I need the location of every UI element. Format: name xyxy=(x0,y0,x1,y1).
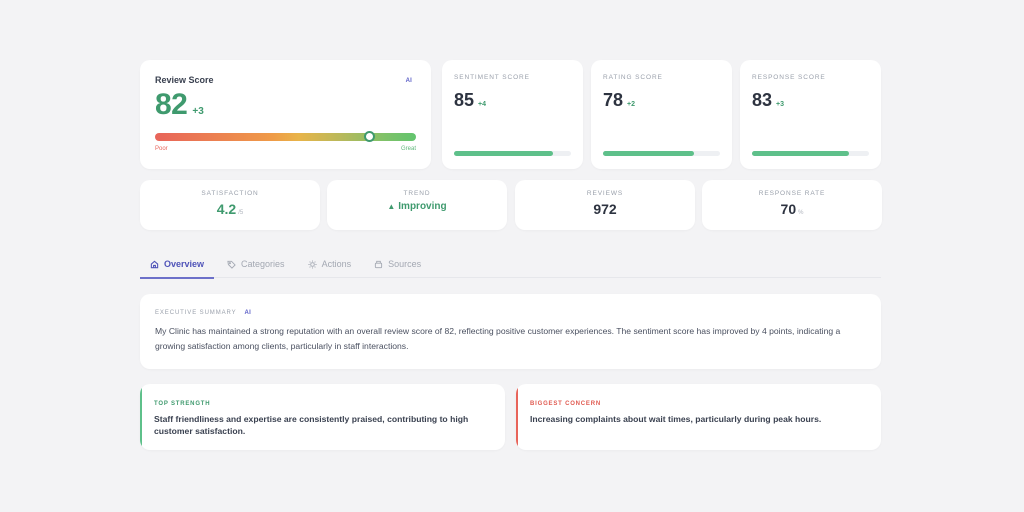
stat-label: Response Rate xyxy=(758,190,826,197)
score-delta: +4 xyxy=(478,101,487,108)
concern-text: Increasing complaints about wait times, … xyxy=(530,414,822,424)
score-label: Sentiment Score xyxy=(454,74,530,81)
score-progress-bar xyxy=(603,151,720,156)
score-progress-bar xyxy=(752,151,869,156)
lightbulb-icon xyxy=(308,259,317,269)
satisfaction-stat: Satisfaction 4.2 /5 xyxy=(140,180,320,230)
strength-text: Staff friendliness and expertise are con… xyxy=(154,414,469,436)
sentiment-score-card: Sentiment Score 85 +4 xyxy=(442,60,583,169)
rating-score-card: Rating Score 78 +2 xyxy=(591,60,732,169)
biggest-concern-card: Biggest Concern Increasing complaints ab… xyxy=(516,384,881,450)
score-delta: +2 xyxy=(627,101,636,108)
tab-actions[interactable]: Actions xyxy=(298,250,362,278)
concern-label: Biggest Concern xyxy=(530,401,602,407)
tab-label: Sources xyxy=(388,259,422,269)
response-rate-stat: Response Rate 70 % xyxy=(702,180,882,230)
reviews-stat: Reviews 972 xyxy=(515,180,695,230)
score-gauge xyxy=(155,131,416,142)
top-strength-card: Top Strength Staff friendliness and expe… xyxy=(140,384,505,450)
score-delta: +3 xyxy=(776,101,785,108)
score-value: 85 xyxy=(454,90,475,110)
tab-sources[interactable]: Sources xyxy=(364,250,431,278)
review-score-title: Review Score xyxy=(155,75,214,85)
trend-stat: Trend ▲ Improving xyxy=(327,180,507,230)
executive-summary-card: Executive Summary AI My Clinic has maint… xyxy=(140,294,881,369)
stat-label: Reviews xyxy=(586,190,624,197)
response-score-card: Response Score 83 +3 xyxy=(740,60,881,169)
home-icon xyxy=(150,260,159,268)
tab-overview[interactable]: Overview xyxy=(140,250,215,279)
stat-value: Improving xyxy=(398,201,447,212)
score-value: 78 xyxy=(603,90,624,110)
tab-categories[interactable]: Categories xyxy=(217,250,295,278)
tab-label: Categories xyxy=(241,259,285,269)
stat-label: Trend xyxy=(403,190,431,197)
tab-label: Overview xyxy=(164,259,205,269)
gauge-low-label: Poor xyxy=(155,146,168,152)
strength-label: Top Strength xyxy=(154,401,211,407)
summary-label: Executive Summary xyxy=(155,310,237,316)
score-value: 83 xyxy=(752,90,773,110)
trend-up-icon: ▲ xyxy=(387,202,396,211)
tab-label: Actions xyxy=(321,259,352,269)
tab-bar: Overview Categories Actions Sources xyxy=(140,250,881,279)
score-progress-bar xyxy=(454,151,571,156)
ai-badge: AI xyxy=(405,78,412,84)
gauge-marker xyxy=(364,131,376,142)
stat-value: 70 xyxy=(780,201,797,217)
summary-text: My Clinic has maintained a strong reputa… xyxy=(155,326,841,351)
stat-suffix: % xyxy=(798,210,804,216)
stat-suffix: /5 xyxy=(238,210,244,216)
score-label: Response Score xyxy=(752,74,826,81)
gauge-high-label: Great xyxy=(400,146,416,152)
review-score-value: 82 xyxy=(155,88,188,121)
stat-value: 972 xyxy=(593,201,617,217)
inbox-icon xyxy=(374,260,383,268)
tag-icon xyxy=(227,260,236,269)
review-score-card: Review Score AI 82 +3 Poor Great xyxy=(140,60,431,169)
stat-label: Satisfaction xyxy=(201,190,259,197)
review-score-delta: +3 xyxy=(192,106,204,117)
ai-badge: AI xyxy=(244,310,251,316)
score-label: Rating Score xyxy=(603,74,663,81)
stat-value: 4.2 xyxy=(216,201,237,217)
